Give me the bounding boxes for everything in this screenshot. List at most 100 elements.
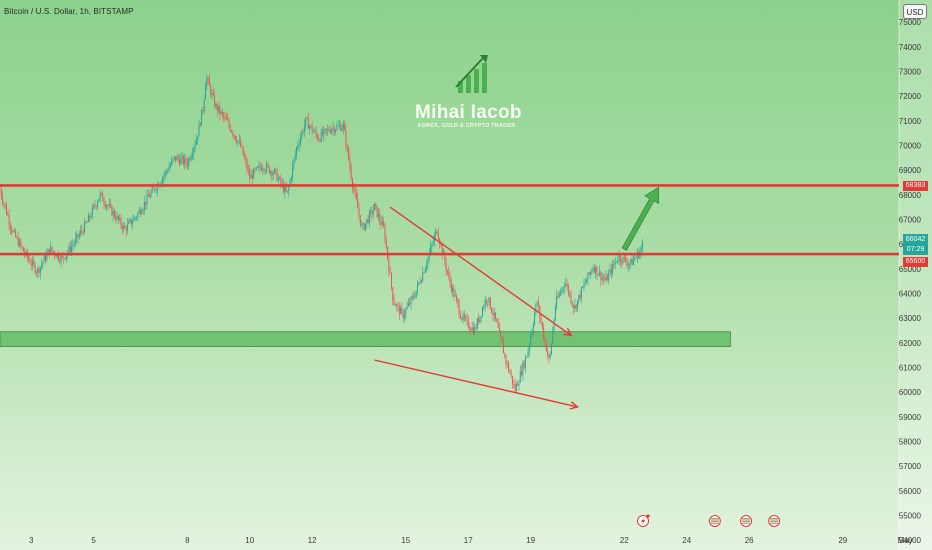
candle-body — [625, 257, 627, 262]
candle-body — [41, 264, 43, 267]
candle-body — [30, 263, 32, 265]
y-tick-label: 61000 — [899, 363, 922, 372]
candle-body — [372, 210, 374, 215]
us-flag-event-icon[interactable] — [768, 515, 781, 527]
candle-body — [540, 316, 542, 323]
candle-body — [108, 204, 110, 207]
candle-body — [172, 158, 174, 161]
candle-body — [315, 130, 317, 135]
candle-body — [142, 209, 144, 213]
candle-body — [206, 78, 208, 86]
candle-body — [164, 171, 166, 176]
candle-body — [48, 249, 50, 254]
us-flag-event-icon[interactable] — [740, 515, 753, 527]
candle-body — [629, 263, 631, 265]
event-icons[interactable] — [637, 514, 781, 527]
candle-body — [138, 210, 140, 214]
candle-body — [626, 261, 628, 266]
flag-stripe — [770, 519, 779, 521]
candle-body — [267, 164, 269, 167]
candle-body — [35, 272, 37, 274]
candle-body — [556, 296, 558, 307]
candle-body — [596, 266, 598, 276]
notification-dot-icon — [646, 514, 650, 518]
price-axis-panel[interactable] — [899, 0, 932, 550]
candle-body — [202, 110, 204, 112]
y-tick-label: 75000 — [899, 18, 922, 27]
candle-body — [316, 134, 318, 140]
candle-body — [550, 343, 552, 354]
current-price-value: 66042 — [905, 236, 926, 243]
candle-body — [6, 205, 8, 215]
candle-body — [557, 296, 559, 298]
candle-body — [406, 306, 408, 309]
wedge-upper-line[interactable] — [389, 206, 572, 336]
candle-body — [435, 231, 437, 236]
candle-body — [280, 177, 282, 184]
candle-body — [281, 183, 283, 185]
candle-body — [112, 211, 114, 216]
candle-body — [515, 383, 517, 392]
currency-button[interactable]: USD — [903, 4, 927, 19]
candle-body — [241, 146, 243, 148]
candle-body — [387, 246, 389, 259]
wedge-lower-line[interactable] — [374, 359, 578, 408]
candle-body — [466, 317, 468, 319]
candle-body — [156, 184, 158, 191]
candle-body — [117, 215, 119, 220]
candle-body — [181, 156, 183, 159]
candle-body — [65, 255, 67, 260]
support-price-badge: 65600 — [903, 257, 928, 267]
candle-body — [522, 362, 524, 375]
candle-body — [228, 120, 230, 126]
candle-body — [43, 255, 45, 262]
candle-body — [536, 302, 538, 304]
candle-body — [91, 207, 93, 217]
projection-arrow[interactable] — [621, 186, 660, 251]
candle-body — [297, 146, 299, 148]
watermark-tagline: FOREX, GOLD & CRYPTO TRADER — [418, 123, 516, 129]
candle-body — [150, 192, 152, 198]
candle-body — [42, 261, 44, 265]
flag-stripe — [770, 518, 779, 519]
candle-body — [437, 233, 439, 239]
candle-body — [562, 287, 564, 289]
us-flag-event-icon[interactable] — [708, 515, 721, 527]
candle-body — [90, 216, 92, 218]
candle-body — [504, 353, 506, 356]
candle-body — [273, 168, 275, 174]
y-tick-label: 71000 — [899, 117, 922, 126]
candle-body — [390, 273, 392, 288]
candle-body — [558, 293, 560, 297]
candle-body — [182, 156, 184, 164]
x-axis-labels: 3 5 8 10 12 15 17 19 22 24 26 29 May — [29, 536, 913, 545]
candle-body — [193, 148, 195, 154]
candle-body — [446, 270, 448, 273]
candle-body — [527, 350, 529, 357]
candle-body — [120, 217, 122, 226]
candle-body — [126, 223, 128, 232]
candle-body — [526, 356, 528, 358]
candle-body — [271, 171, 273, 176]
candle-body — [111, 205, 113, 216]
candle-body — [357, 199, 359, 209]
candle-body — [208, 78, 210, 86]
candle-body — [361, 224, 363, 226]
flag-stripe — [742, 518, 751, 519]
candle-body — [263, 168, 265, 171]
candle-body — [582, 287, 584, 289]
candle-body — [424, 268, 426, 273]
candle-body — [471, 327, 473, 331]
candle-body — [21, 245, 23, 248]
x-tick-label: 19 — [526, 536, 535, 545]
candle-body — [171, 160, 173, 165]
candle-body — [102, 193, 104, 202]
candle-body — [506, 363, 508, 364]
candle-body — [323, 129, 325, 136]
candle-body — [73, 243, 75, 245]
candle-body — [571, 302, 573, 306]
candle-body — [232, 132, 234, 136]
candle-body — [99, 192, 101, 199]
